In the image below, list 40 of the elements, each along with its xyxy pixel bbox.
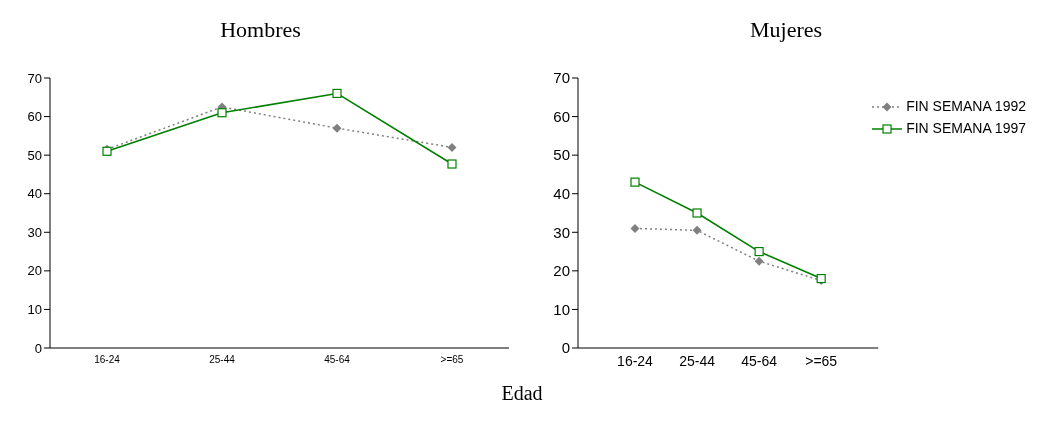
y-tick-label: 30 [27, 224, 42, 240]
point [692, 225, 702, 235]
y-tick-label: 20 [27, 263, 42, 279]
y-tick-label: 20 [553, 262, 570, 280]
y-tick-label: 60 [27, 109, 42, 125]
y-tick-label: 10 [553, 300, 570, 318]
x-axis-title: Edad [500, 382, 544, 405]
x-tick-label: >=65 [440, 354, 464, 366]
point [447, 142, 457, 152]
point [692, 208, 702, 218]
point [754, 246, 764, 257]
y-tick-label: 70 [27, 70, 42, 86]
chart-title: Mujeres [748, 16, 824, 44]
x-tick-label: >=65 [805, 352, 838, 369]
legend-label: FIN SEMANA 1992 [905, 98, 1026, 114]
y-tick-label: 30 [553, 223, 570, 241]
y-tick-label: 0 [34, 340, 42, 356]
y-tick-label: 50 [553, 146, 570, 164]
y-tick-label: 10 [27, 302, 42, 318]
x-tick-label: 45-64 [324, 354, 351, 366]
chart-title: Hombres [219, 16, 302, 44]
point [630, 223, 640, 233]
x-tick-label: 16-24 [94, 354, 121, 366]
x-tick-label: 16-24 [617, 352, 654, 369]
point [217, 108, 227, 118]
y-tick-label: 50 [27, 147, 42, 163]
y-tick-label: 40 [27, 186, 42, 202]
point [630, 177, 640, 187]
y-tick-label: 0 [561, 339, 570, 357]
point [754, 256, 764, 266]
x-tick-label: 45-64 [741, 352, 778, 369]
y-tick-label: 40 [553, 185, 570, 203]
point [332, 123, 342, 133]
y-tick-label: 70 [553, 69, 570, 87]
legend-label: FIN SEMANA 1997 [905, 120, 1026, 136]
x-tick-label: 25-44 [679, 352, 716, 369]
y-tick-label: 60 [553, 107, 570, 125]
x-tick-label: 25-44 [209, 354, 236, 366]
point [332, 88, 342, 99]
point [447, 159, 457, 169]
